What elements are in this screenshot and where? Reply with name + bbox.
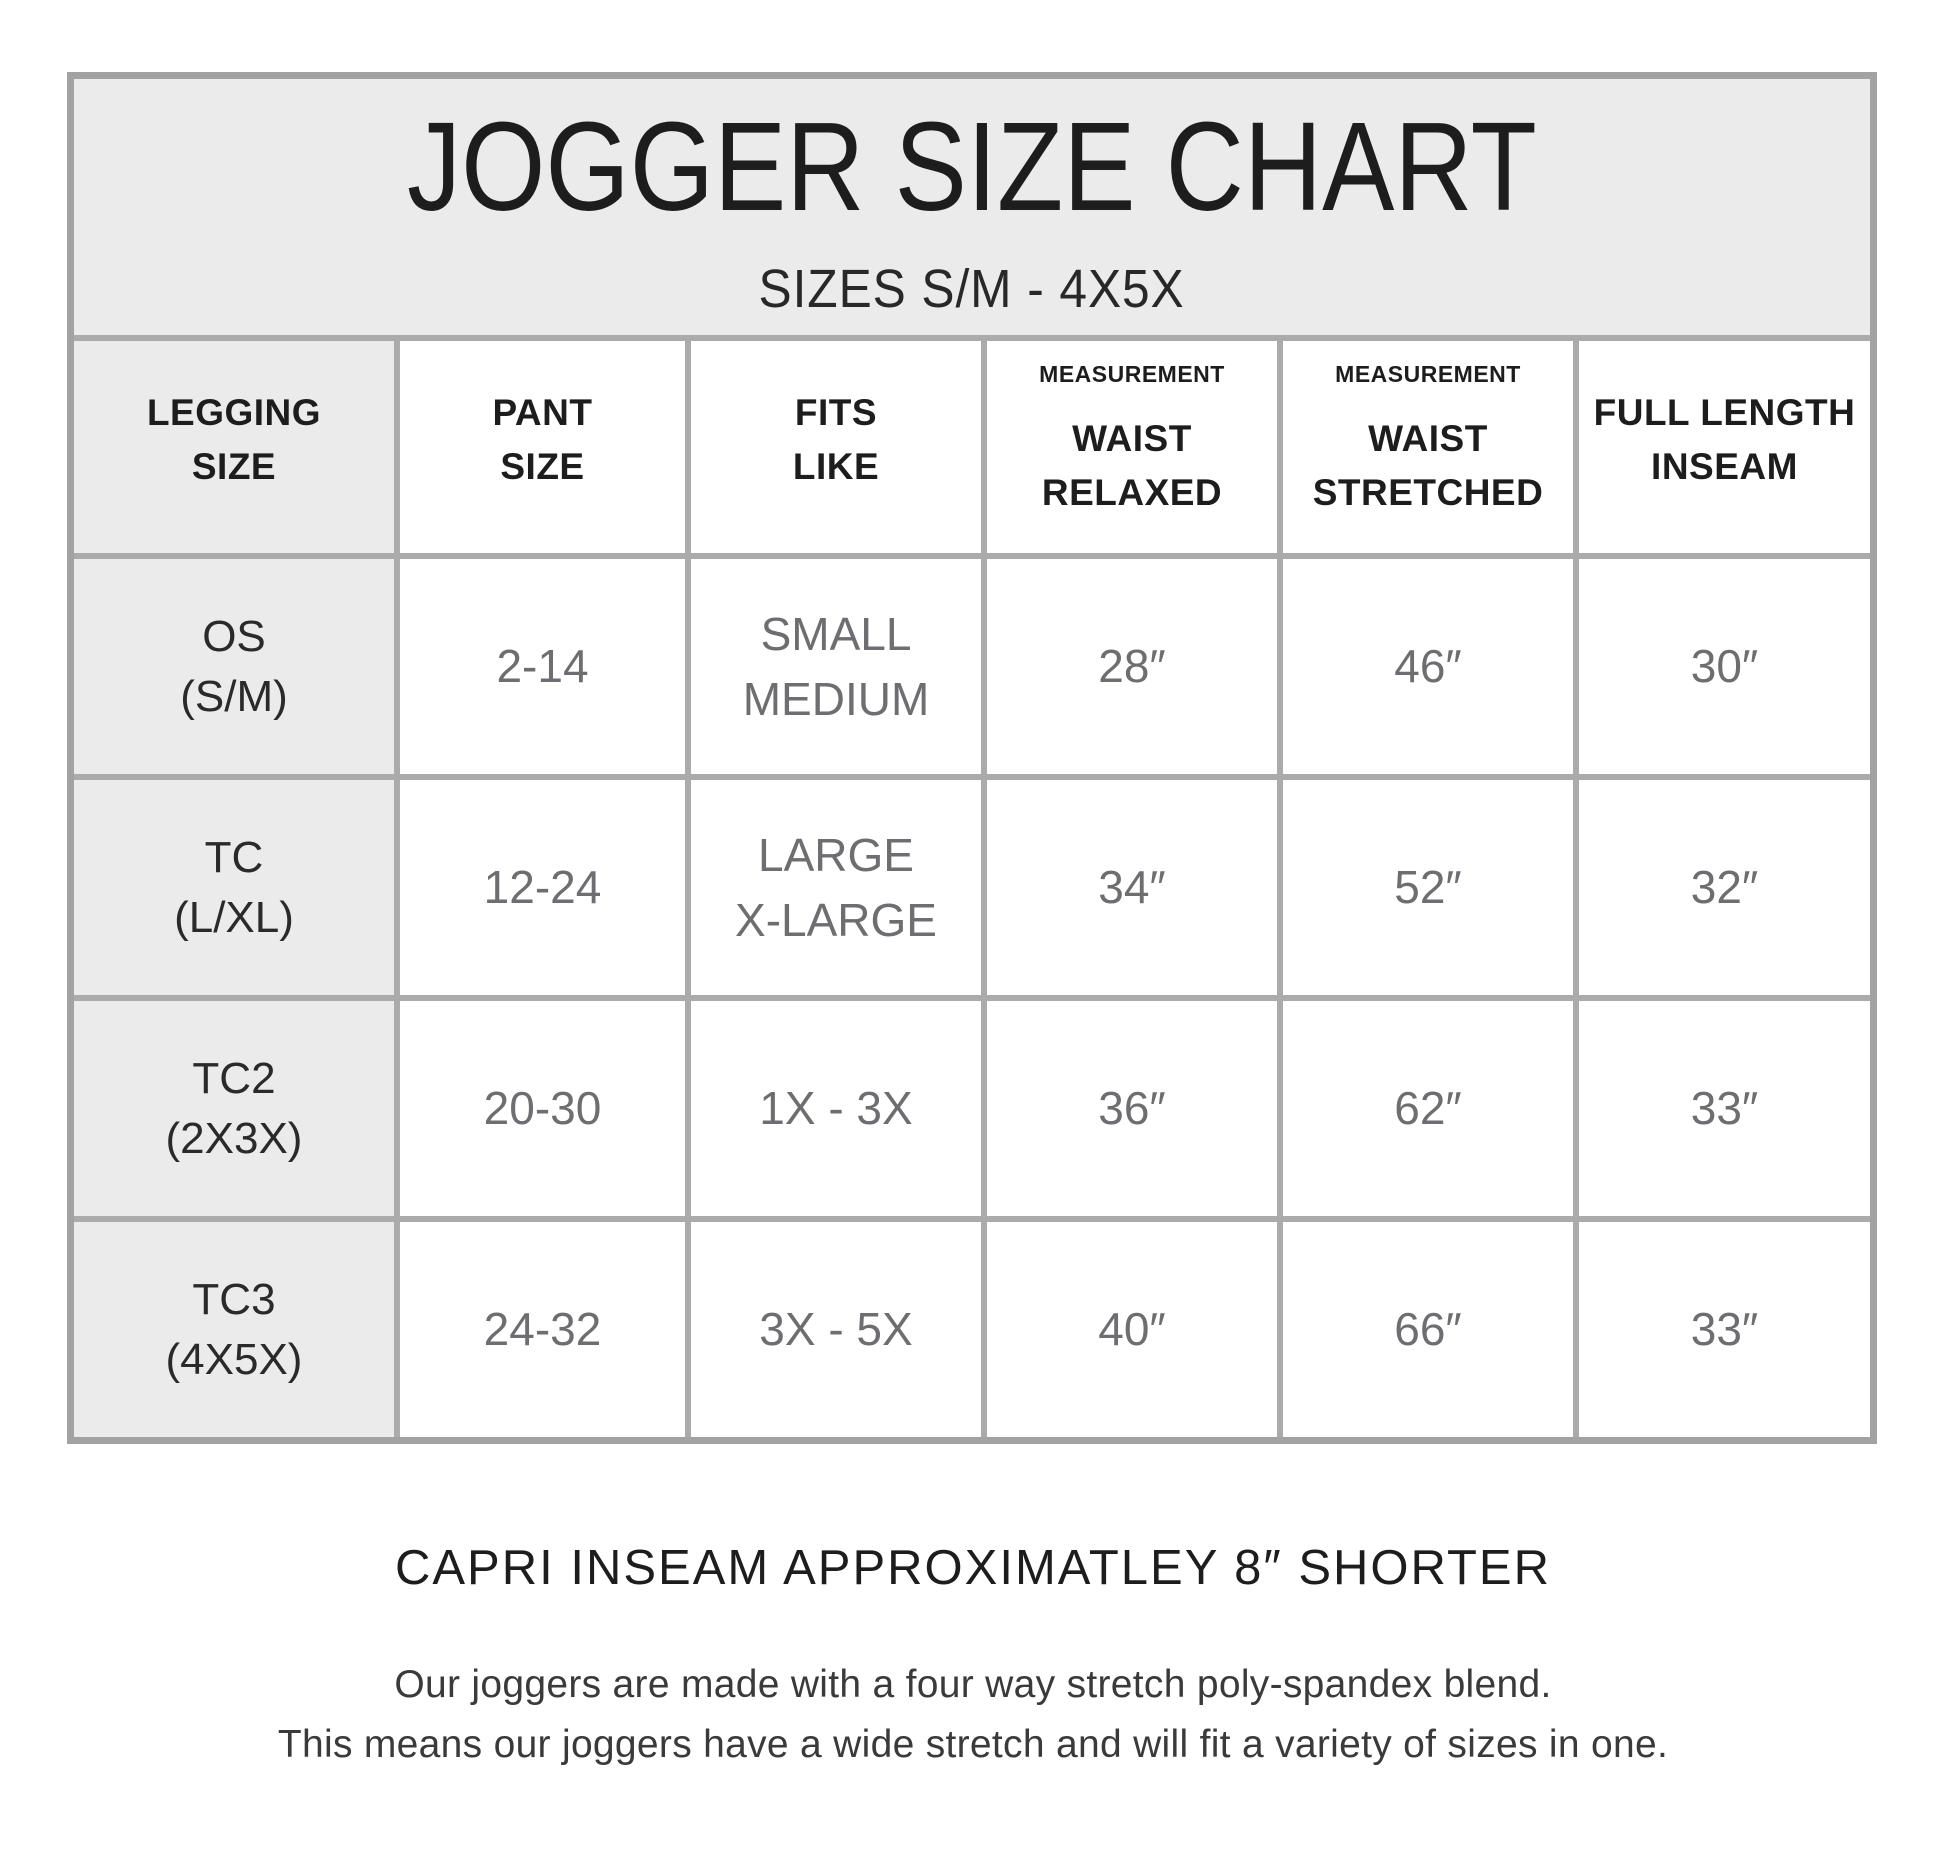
fabric-description-line-1: Our joggers are made with a four way str… — [394, 1663, 1552, 1706]
cell-row1-fits-like: SMALL MEDIUM — [691, 559, 981, 774]
capri-inseam-note: CAPRI INSEAM APPROXIMATLEY 8″ SHORTER — [394, 1541, 1552, 1595]
cell-row4-legging-size: TC3 (4X5X) — [74, 1222, 394, 1437]
cell-row1-legging-size: OS (S/M) — [74, 559, 394, 774]
cell-row1-waist-relaxed: 28″ — [987, 559, 1277, 774]
cell-row3-inseam: 33″ — [1579, 1001, 1870, 1216]
cell-row3-waist-stretched: 62″ — [1283, 1001, 1573, 1216]
header-legging-size-label: LEGGING SIZE — [146, 392, 322, 487]
header-waist-relaxed-label: WAIST RELAXED — [1041, 417, 1223, 513]
cell-row4-fits-like: 3X - 5X — [691, 1222, 981, 1437]
chart-subtitle: SIZES S/M - 4X5X — [758, 259, 1186, 319]
fabric-description-line-2: This means our joggers have a wide stret… — [277, 1723, 1669, 1766]
cell-row2-waist-stretched: 52″ — [1283, 780, 1573, 995]
cell-row2-pant-size: 12-24 — [400, 780, 685, 995]
header-fits-like-label: FITS LIKE — [792, 392, 880, 487]
cell-row1-pant-size: 2-14 — [400, 559, 685, 774]
chart-title: JOGGER SIZE CHART — [407, 96, 1537, 237]
cell-row2-inseam: 32″ — [1579, 780, 1870, 995]
jogger-size-chart-table: JOGGER SIZE CHART SIZES S/M - 4X5X LEGGI… — [67, 72, 1877, 1444]
header-fits-like: FITS LIKE — [691, 341, 981, 553]
cell-row2-waist-relaxed: 34″ — [987, 780, 1277, 995]
cell-row3-pant-size: 20-30 — [400, 1001, 685, 1216]
cell-row3-waist-relaxed: 36″ — [987, 1001, 1277, 1216]
header-waist-stretched-measurement-label: MEASUREMENT — [1335, 360, 1521, 387]
header-waist-stretched: MEASUREMENT WAIST STRETCHED — [1283, 341, 1573, 553]
cell-row4-waist-stretched: 66″ — [1283, 1222, 1573, 1437]
header-legging-size: LEGGING SIZE — [74, 341, 394, 553]
cell-row4-waist-relaxed: 40″ — [987, 1222, 1277, 1437]
cell-row2-legging-size: TC (L/XL) — [74, 780, 394, 995]
header-pant-size-label: PANT SIZE — [492, 392, 593, 487]
cell-row1-inseam: 30″ — [1579, 559, 1870, 774]
header-full-length-inseam: FULL LENGTH INSEAM — [1579, 341, 1870, 553]
cell-row3-legging-size: TC2 (2X3X) — [74, 1001, 394, 1216]
cell-row3-fits-like: 1X - 3X — [691, 1001, 981, 1216]
header-waist-stretched-label: WAIST STRETCHED — [1312, 417, 1544, 513]
header-full-length-inseam-label: FULL LENGTH INSEAM — [1593, 392, 1856, 487]
header-pant-size: PANT SIZE — [400, 341, 685, 553]
header-waist-relaxed-measurement-label: MEASUREMENT — [1039, 360, 1225, 387]
chart-title-block: JOGGER SIZE CHART SIZES S/M - 4X5X — [74, 79, 1870, 335]
fabric-description: Our joggers are made with a four way str… — [0, 1655, 1946, 1775]
cell-row4-pant-size: 24-32 — [400, 1222, 685, 1437]
header-waist-relaxed: MEASUREMENT WAIST RELAXED — [987, 341, 1277, 553]
cell-row2-fits-like: LARGE X-LARGE — [691, 780, 981, 995]
cell-row4-inseam: 33″ — [1579, 1222, 1870, 1437]
cell-row1-waist-stretched: 46″ — [1283, 559, 1573, 774]
